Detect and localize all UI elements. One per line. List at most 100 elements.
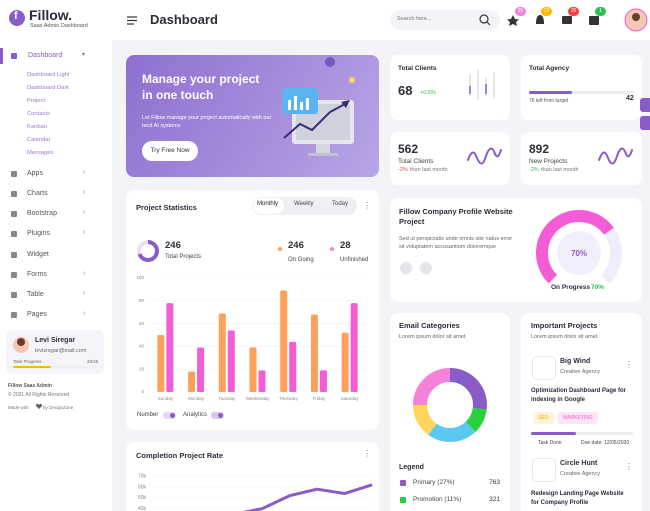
progress-fill [529, 91, 572, 94]
project-name: Big Wind [560, 358, 591, 365]
menu-icon [11, 252, 17, 258]
chevron: › [83, 209, 86, 216]
tab[interactable]: Today [332, 201, 349, 207]
topbar [112, 0, 650, 40]
menu-item[interactable]: Plugins [27, 230, 50, 237]
notification-badge: 1 [595, 7, 606, 16]
menu-item[interactable]: Pages [27, 311, 47, 318]
card-title: Completion Project Rate [136, 451, 224, 460]
project-statistics-card [126, 190, 379, 430]
submenu-item[interactable]: Contacts [27, 111, 50, 117]
card-title: Fillow Company Profile Website Project [399, 207, 513, 226]
stat-card [521, 55, 642, 120]
tab-active [253, 198, 284, 214]
menu-item[interactable]: Forms [27, 271, 47, 278]
legend-label: Promotion (11%) [413, 496, 462, 503]
footer-text: Fillow Saas Admin [8, 383, 52, 389]
stat-change: +0.5% [420, 90, 436, 96]
kebab-menu[interactable]: ⋮ [625, 360, 633, 369]
chevron: › [83, 310, 86, 317]
project-logo [532, 356, 556, 380]
stat-change: -2% [398, 167, 408, 173]
due-date: Due date: 12/05/2020 [581, 440, 630, 446]
logo-letter: f [14, 10, 18, 22]
legend-label: Primary (27%) [413, 479, 455, 486]
stat-note: 76 left from target [529, 98, 569, 104]
legend-toggle-knob [170, 413, 175, 418]
hero-title: Manage your project in one touch [142, 72, 260, 102]
legend-count: 763 [489, 479, 500, 486]
legend-swatch [400, 497, 406, 503]
submenu-item[interactable]: Messages [27, 150, 54, 156]
chevron: › [83, 290, 86, 297]
summary-label: On Going [288, 257, 314, 263]
submenu-item[interactable]: Dashboard Dark [27, 85, 70, 91]
notification-badge: 12 [541, 7, 552, 16]
page-title: Dashboard [150, 12, 218, 27]
stat-value: 892 [529, 142, 550, 156]
notification-badge: 20 [515, 7, 526, 16]
menu-icon [11, 272, 17, 278]
submenu-item[interactable]: Kanban [27, 124, 47, 130]
summary-value: 246 [288, 240, 304, 251]
menu-item[interactable]: Bootstrap [27, 210, 57, 217]
stat-change-text: than last month [410, 167, 448, 173]
legend-toggle[interactable] [211, 412, 224, 419]
tab[interactable]: Monthly [257, 201, 279, 207]
card-title: Email Categories [399, 321, 460, 330]
menu-icon [11, 191, 17, 197]
tag: SEO [533, 412, 554, 424]
stat-label: Total Clients [398, 158, 434, 165]
card-title: Important Projects [531, 321, 598, 330]
menu-icon [11, 292, 17, 298]
stat-card [390, 55, 510, 120]
footer-text: Made with [8, 405, 29, 410]
profile-email: levisregar@mail.com [35, 348, 87, 354]
brand: Fillow. [29, 7, 73, 23]
summary-label: Unfinished [340, 257, 369, 263]
summary-value: 28 [340, 240, 351, 251]
card-subtitle: Lorem ipsum dolor sit amet [531, 334, 598, 340]
menu-icon [11, 231, 17, 237]
menu-item[interactable]: Dashboard [28, 52, 63, 59]
card-text: Sed ut perspiciatis unde omnis iste natu… [399, 236, 513, 250]
submenu-item[interactable]: Calendar [27, 137, 51, 143]
sidebar [0, 0, 112, 511]
kebab-menu[interactable]: ⋮ [363, 449, 371, 458]
stat-value: 42 [626, 95, 634, 102]
menu-item[interactable]: Table [27, 291, 44, 298]
notification-badge: 26 [568, 7, 579, 16]
project-logo [532, 458, 556, 482]
menu-item[interactable]: Apps [27, 170, 43, 177]
email-categories-card [390, 313, 510, 511]
hero-button[interactable]: Try Free Now [142, 141, 198, 161]
summary-label: Total Projects [165, 254, 202, 260]
task-label: Task Progress [13, 359, 42, 364]
kebab-menu[interactable]: ⋮ [363, 201, 371, 210]
project-company: Creative Agency [560, 369, 601, 375]
legend-swatch [400, 480, 406, 486]
chevron: › [83, 189, 86, 196]
stat-change: -2% [529, 167, 539, 173]
menu-item[interactable]: Widget [27, 251, 49, 258]
kebab-menu[interactable]: ⋮ [625, 462, 633, 471]
legend-title: Legend [399, 464, 424, 471]
legend-count: 321 [489, 496, 500, 503]
project-title: Optimization Dashboard Page for indexing… [531, 388, 627, 403]
project-company: Creative Agency [560, 471, 601, 477]
chevron: ▾ [82, 52, 86, 58]
progress-fill [531, 432, 576, 435]
search-placeholder[interactable]: Search here... [397, 16, 432, 22]
menu-icon [11, 53, 17, 59]
progress-track [529, 91, 634, 94]
menu-item[interactable]: Charts [27, 190, 48, 197]
card-title: Project Statistics [136, 203, 197, 212]
footer-text: © 2021 All Rights Reserved [8, 392, 70, 398]
legend-toggle[interactable] [163, 412, 176, 419]
submenu-item[interactable]: Project [27, 98, 46, 104]
submenu-item[interactable]: Dashboard Light [27, 72, 70, 78]
menu-icon [11, 211, 17, 217]
status-value: 70% [591, 284, 605, 291]
tab[interactable]: Weekly [294, 201, 314, 207]
